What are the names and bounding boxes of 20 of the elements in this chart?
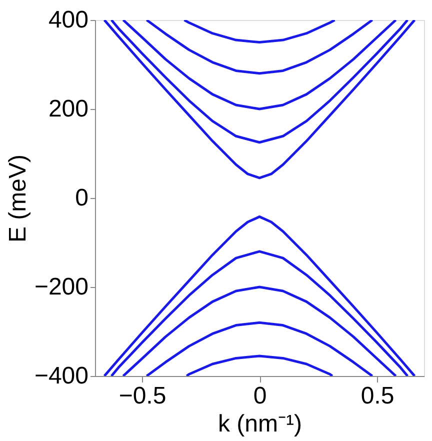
y-axis-title: E (meV) — [4, 154, 32, 243]
line-series — [183, 20, 336, 44]
x-tick-label: −0.5 — [118, 382, 166, 410]
line-series — [110, 250, 409, 376]
x-tick-label: 0 — [253, 382, 267, 410]
line-series — [103, 20, 416, 180]
y-tick-label: 0 — [75, 184, 88, 212]
line-series — [122, 286, 398, 376]
y-tick-label: 400 — [48, 6, 88, 34]
y-tick-label: 200 — [48, 96, 88, 122]
line-series — [122, 20, 398, 110]
y-tick-label: −400 — [34, 362, 88, 390]
line-series — [103, 215, 416, 376]
y-tick-label: −200 — [34, 274, 88, 300]
x-axis-title: k (nm⁻¹) — [218, 410, 302, 438]
line-series — [110, 20, 409, 144]
line-series — [185, 354, 334, 376]
line-series — [145, 321, 374, 376]
line-series — [145, 20, 374, 75]
x-tick-label: 0.5 — [360, 382, 394, 410]
